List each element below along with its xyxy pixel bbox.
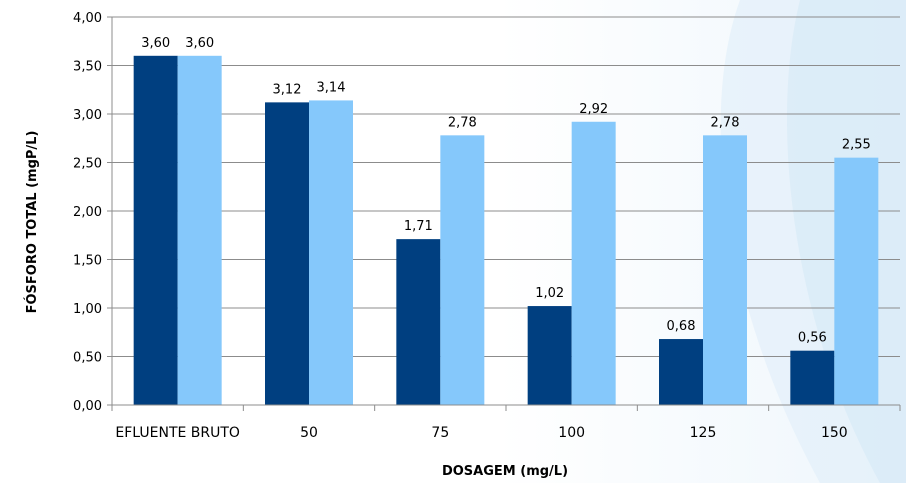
- data-label: 2,78: [448, 115, 477, 130]
- bar: [440, 135, 485, 405]
- data-label: 0,56: [798, 331, 827, 346]
- bar: [790, 350, 835, 405]
- bar: [133, 55, 178, 406]
- x-tick-label: 50: [300, 425, 318, 441]
- y-tick-label: 0,50: [73, 351, 102, 366]
- bar: [396, 239, 441, 405]
- bar: [527, 306, 572, 405]
- bar: [177, 55, 222, 406]
- data-label: 1,02: [535, 286, 564, 301]
- y-tick-label: 0,00: [73, 399, 102, 414]
- x-tick-label: 100: [558, 425, 585, 441]
- data-label: 0,68: [667, 319, 696, 334]
- bar: [309, 100, 353, 406]
- bar: [703, 135, 747, 405]
- bar: [571, 121, 616, 405]
- y-tick-label: 2,50: [73, 157, 102, 172]
- data-label: 2,55: [842, 138, 871, 153]
- x-tick-label: EFLUENTE BRUTO: [115, 425, 240, 441]
- y-axis-title: FÓSFORO TOTAL (mgP/L): [24, 131, 40, 314]
- y-tick-label: 1,00: [73, 302, 102, 317]
- data-label: 1,71: [404, 219, 433, 234]
- x-tick-label: 75: [431, 425, 449, 441]
- data-label: 3,60: [141, 36, 170, 51]
- data-label: 3,14: [317, 80, 346, 95]
- y-tick-label: 2,00: [73, 205, 102, 220]
- bar: [834, 157, 879, 405]
- x-tick-label: 150: [821, 425, 848, 441]
- data-label: 2,78: [711, 115, 740, 130]
- x-axis-title: DOSAGEM (mg/L): [442, 464, 568, 479]
- bar: [659, 339, 703, 405]
- data-label: 3,12: [273, 82, 302, 97]
- y-tick-label: 3,00: [73, 108, 102, 123]
- y-tick-label: 3,50: [73, 60, 102, 75]
- y-tick-label: 1,50: [73, 254, 102, 269]
- x-tick-label: 125: [690, 425, 717, 441]
- data-label: 3,60: [185, 36, 214, 51]
- bar: [265, 102, 309, 406]
- data-label: 2,92: [579, 102, 608, 117]
- y-tick-label: 4,00: [73, 11, 102, 26]
